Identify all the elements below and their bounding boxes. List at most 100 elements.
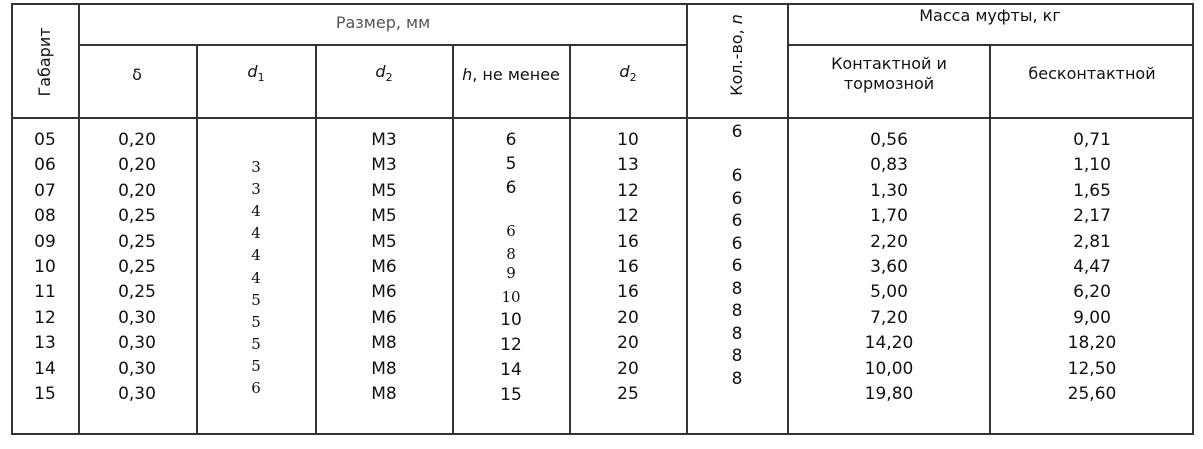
cell-gabarit: 07	[34, 180, 56, 201]
cell-count: 8	[731, 278, 743, 299]
cell-d2: M8	[371, 384, 397, 404]
cell-h: 6	[505, 130, 517, 150]
header-d2b-symbol: d	[619, 61, 630, 81]
cell-d2b: 10	[617, 130, 639, 150]
cell-d2b: 20	[617, 333, 639, 354]
cell-mass-contactless: 6,20	[1073, 282, 1111, 303]
cell-d2: M5	[371, 231, 397, 252]
cell-delta: 0,30	[118, 384, 156, 404]
cell-mass-contactless: 1,65	[1073, 180, 1111, 201]
header-d1: d1	[247, 62, 264, 88]
cell-d2: M5	[371, 206, 397, 227]
cell-mass-contact: 19,80	[864, 384, 914, 404]
column-divider	[989, 45, 991, 435]
cell-count: 8	[731, 301, 743, 321]
header-count-label: Кол.-во,	[727, 24, 746, 96]
cell-mass-contactless: 25,60	[1067, 384, 1117, 404]
cell-mass-contact: 1,30	[870, 180, 908, 201]
cell-mass-contactless: 12,50	[1067, 358, 1117, 379]
column-divider	[452, 45, 454, 435]
cell-d2b: 16	[617, 231, 639, 252]
cell-h: 10	[500, 310, 522, 330]
column-divider	[315, 45, 317, 435]
cell-d2b: 12	[617, 206, 639, 227]
cell-mass-contact: 7,20	[870, 307, 908, 328]
column-divider	[569, 45, 571, 435]
cell-count: 6	[731, 256, 743, 276]
header-d1-subscript: 1	[257, 71, 265, 85]
header-gabarit: Габарит	[35, 27, 54, 97]
cell-d2: M8	[371, 333, 397, 354]
table-border	[11, 433, 1194, 435]
cell-d2: M3	[371, 155, 397, 176]
cell-d2: M6	[371, 282, 397, 303]
cell-d1: 5	[251, 356, 261, 375]
cell-h: 6	[506, 222, 516, 240]
cell-d1: 5	[251, 312, 261, 331]
cell-count: 6	[731, 166, 743, 186]
cell-gabarit: 13	[34, 333, 56, 354]
cell-delta: 0,25	[118, 231, 156, 252]
cell-d2b: 13	[617, 155, 639, 176]
cell-count: 6	[731, 122, 743, 142]
cell-mass-contactless: 0,71	[1073, 130, 1111, 150]
cell-mass-contactless: 9,00	[1073, 307, 1111, 328]
cell-delta: 0,30	[118, 333, 156, 354]
cell-h: 5	[505, 154, 517, 174]
cell-mass-contact: 0,83	[870, 155, 908, 176]
cell-mass-contactless: 18,20	[1067, 333, 1117, 354]
cell-count: 6	[731, 233, 743, 254]
cell-gabarit: 14	[34, 358, 56, 379]
header-d2b: d2	[619, 62, 636, 88]
cell-mass-contact: 10,00	[864, 358, 914, 379]
cell-h: 10	[501, 288, 521, 306]
cell-mass-contactless: 2,81	[1073, 231, 1111, 252]
cell-h: 15	[500, 385, 522, 405]
cell-d1: 4	[251, 202, 261, 221]
header-size-group: Размер, мм	[335, 13, 431, 32]
cell-mass-contact: 2,20	[870, 231, 908, 252]
cell-h: 6	[505, 178, 517, 198]
column-divider	[196, 45, 198, 435]
cell-delta: 0,30	[118, 307, 156, 328]
cell-mass-contact: 1,70	[870, 206, 908, 227]
header-count-var: n	[727, 14, 746, 25]
cell-gabarit: 08	[34, 206, 56, 227]
cell-d2: M6	[371, 257, 397, 277]
cell-h: 8	[506, 245, 516, 263]
cell-delta: 0,20	[118, 155, 156, 176]
table-border	[1192, 3, 1194, 435]
cell-mass-contact: 3,60	[870, 257, 908, 277]
cell-delta: 0,30	[118, 358, 156, 379]
cell-gabarit: 05	[34, 130, 56, 150]
cell-count: 8	[731, 346, 743, 366]
cell-d1: 3	[251, 180, 261, 199]
cell-d1: 4	[251, 268, 261, 287]
cell-d1: 6	[251, 379, 261, 397]
cell-count: 8	[731, 368, 743, 389]
cell-delta: 0,25	[118, 206, 156, 227]
cell-d1: 3	[251, 158, 261, 176]
table-border	[11, 3, 13, 435]
cell-d1: 5	[251, 290, 261, 309]
cell-delta: 0,25	[118, 257, 156, 277]
column-divider	[686, 3, 688, 435]
cell-h: 14	[500, 360, 522, 380]
header-count: Кол.-во, n	[727, 14, 747, 96]
header-d2: d2	[375, 62, 392, 88]
cell-d2: M3	[371, 130, 397, 150]
cell-count: 6	[731, 211, 743, 231]
cell-gabarit: 11	[34, 282, 56, 303]
header-h: h, не менее	[462, 65, 560, 85]
cell-gabarit: 12	[34, 307, 56, 328]
header-divider	[11, 117, 1194, 119]
cell-d1: 5	[251, 334, 261, 353]
cell-mass-contact: 14,20	[864, 333, 914, 354]
cell-gabarit: 06	[34, 155, 56, 176]
header-delta: δ	[132, 65, 142, 84]
cell-d2b: 20	[617, 307, 639, 328]
header-h-symbol: h	[462, 65, 473, 84]
cell-count: 6	[731, 188, 743, 209]
column-divider	[78, 3, 80, 435]
cell-gabarit: 15	[34, 384, 56, 404]
